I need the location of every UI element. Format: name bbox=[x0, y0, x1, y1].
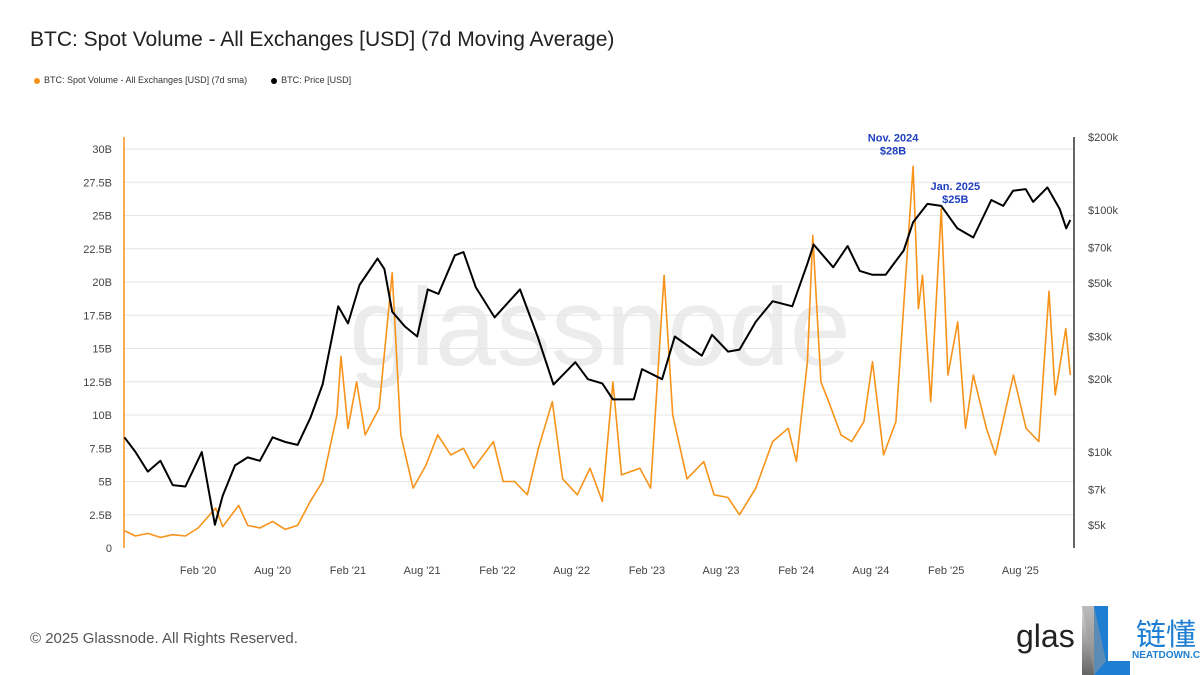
legend-item-volume[interactable]: BTC: Spot Volume - All Exchanges [USD] (… bbox=[34, 75, 247, 85]
legend-label: BTC: Spot Volume - All Exchanges [USD] (… bbox=[44, 75, 248, 85]
y-left-tick-label: 17.5B bbox=[83, 310, 112, 322]
y-left-tick-label: 20B bbox=[92, 277, 112, 289]
y-right-tick-label: $30k bbox=[1088, 332, 1112, 344]
x-tick-label: Aug '22 bbox=[553, 565, 590, 577]
y-left-tick-label: 12.5B bbox=[83, 377, 112, 389]
chart-title: BTC: Spot Volume - All Exchanges [USD] (… bbox=[30, 28, 615, 51]
watermark: glassnode bbox=[349, 266, 851, 389]
annotation-label: Nov. 2024 bbox=[868, 132, 919, 144]
x-tick-label: Aug '24 bbox=[852, 565, 889, 577]
y-left-tick-label: 30B bbox=[92, 144, 112, 156]
y-right-tick-label: $7k bbox=[1088, 484, 1106, 496]
glassnode-logo-text: glas bbox=[1016, 618, 1075, 654]
x-tick-label: Aug '21 bbox=[404, 565, 441, 577]
logo: glas 链懂 NEATDOWN.COM bbox=[1014, 606, 1200, 675]
annotation-label: $25B bbox=[942, 194, 968, 206]
copyright-footer: © 2025 Glassnode. All Rights Reserved. bbox=[30, 630, 298, 647]
y-left-tick-label: 7.5B bbox=[89, 443, 112, 455]
x-tick-label: Feb '22 bbox=[479, 565, 515, 577]
annotation-label: Jan. 2025 bbox=[931, 181, 981, 193]
y-left-tick-label: 25B bbox=[92, 211, 112, 223]
x-tick-label: Feb '20 bbox=[180, 565, 216, 577]
legend: BTC: Spot Volume - All Exchanges [USD] (… bbox=[34, 75, 351, 85]
x-tick-label: Feb '25 bbox=[928, 565, 964, 577]
y-right-tick-label: $100k bbox=[1088, 205, 1118, 217]
y-right-tick-label: $10k bbox=[1088, 447, 1112, 459]
y-left-tick-label: 27.5B bbox=[83, 177, 112, 189]
legend-item-price[interactable]: BTC: Price [USD] bbox=[271, 75, 351, 85]
y-right-tick-label: $200k bbox=[1088, 132, 1118, 144]
y-left-tick-label: 22.5B bbox=[83, 244, 112, 256]
y-right-tick-label: $50k bbox=[1088, 278, 1112, 290]
legend-dot-icon bbox=[271, 77, 278, 84]
price-line bbox=[123, 186, 1072, 526]
neatdown-logo-en: NEATDOWN.COM bbox=[1132, 650, 1200, 661]
y-right-tick-label: $70k bbox=[1088, 242, 1112, 254]
x-tick-label: Feb '21 bbox=[330, 565, 366, 577]
x-tick-label: Aug '20 bbox=[254, 565, 291, 577]
x-tick-label: Aug '25 bbox=[1002, 565, 1039, 577]
volume-line bbox=[124, 165, 1072, 539]
x-tick-label: Feb '24 bbox=[778, 565, 814, 577]
y-right-tick-label: $5k bbox=[1088, 520, 1106, 532]
y-right-tick-label: $20k bbox=[1088, 374, 1112, 386]
annotation-label: $28B bbox=[880, 145, 906, 157]
legend-dot-icon bbox=[34, 77, 40, 84]
legend-label: BTC: Price [USD] bbox=[281, 75, 352, 85]
y-left-tick-label: 5B bbox=[99, 477, 112, 489]
y-left-tick-label: 0 bbox=[106, 543, 112, 555]
l-logo-icon bbox=[1082, 606, 1130, 675]
y-left-tick-label: 2.5B bbox=[89, 510, 112, 522]
y-left-tick-label: 10B bbox=[92, 410, 112, 422]
y-left-tick-label: 15B bbox=[92, 344, 112, 356]
x-tick-label: Aug '23 bbox=[703, 565, 740, 577]
neatdown-logo-cn: 链懂 bbox=[1136, 619, 1196, 652]
x-tick-label: Feb '23 bbox=[629, 565, 665, 577]
